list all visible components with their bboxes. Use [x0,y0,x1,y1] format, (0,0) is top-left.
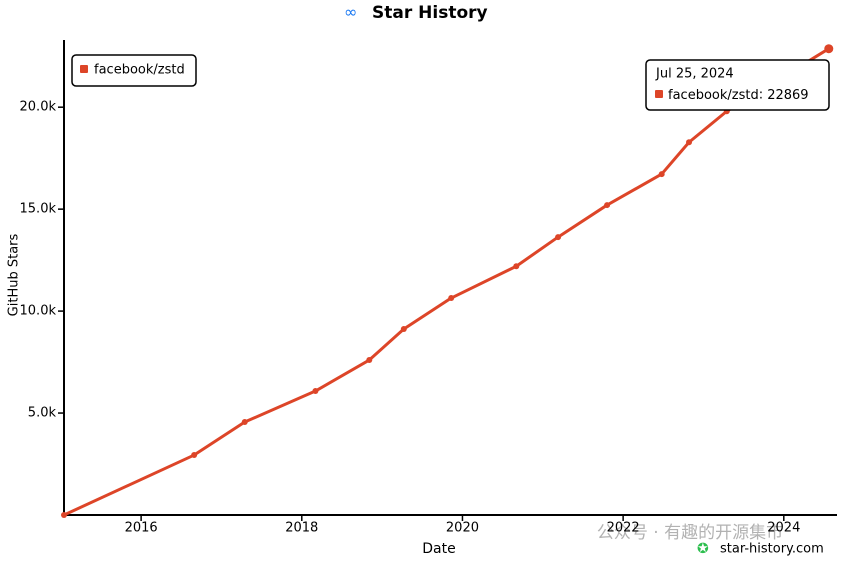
legend-label: facebook/zstd [94,63,185,78]
x-axis-label: Date [422,541,455,557]
y-tick-label: 20.0k [20,100,57,115]
legend: facebook/zstd [71,54,197,87]
tooltip-box [645,59,830,111]
data-point [686,139,693,146]
y-axis-label: GitHub Stars [7,233,22,316]
legend-box [71,54,197,87]
y-tick-label: 5.0k [28,406,57,421]
x-tick-label: 2024 [767,521,800,536]
x-tick-label: 2016 [125,521,158,536]
tooltip-entry: facebook/zstd: 22869 [668,88,809,103]
data-point [604,202,611,209]
logo: ∞ [344,3,357,22]
tooltip-series: facebook/zstd [668,88,759,103]
plot-area: 5.0k 10.0k 15.0k 20.0k 2016 2018 2020 2022 2024 [20,40,837,536]
tooltip-date: Jul 25, 2024 [655,67,734,82]
chart-title: Star History [372,3,488,23]
data-point [241,419,248,426]
x-tick-label: 2018 [285,521,318,536]
data-point [555,234,562,241]
data-point [513,263,520,270]
tooltip-value: 22869 [767,88,808,103]
data-point [824,44,834,54]
data-point [400,326,407,333]
legend-swatch [80,65,88,73]
data-point [191,452,198,459]
data-point [312,388,319,395]
credit: star-history.com [720,542,824,557]
credit-icon: ✪ [697,541,709,557]
tooltip-swatch [655,90,663,98]
tooltip: Jul 25, 2024 facebook/zstd: 22869 [645,59,830,111]
x-tick-label: 2020 [446,521,479,536]
data-point [658,171,665,178]
y-tick-label: 15.0k [20,202,57,217]
y-tick-label: 10.0k [20,304,57,319]
data-point [61,512,67,518]
x-tick-label: 2022 [607,521,640,536]
watermark: 公众号 · 有趣的开源集市 [597,523,783,543]
series-line [62,47,831,517]
data-point [448,295,455,302]
data-point [366,357,373,364]
